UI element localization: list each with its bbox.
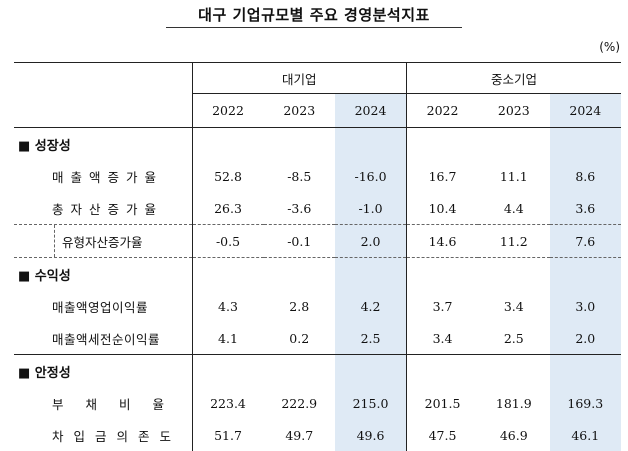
group-header-large: 대기업 bbox=[192, 62, 408, 94]
table-row-sub: 유형자산증가율 -0.5 -0.1 2.0 14.6 11.2 7.6 bbox=[14, 224, 622, 258]
year-header: 2023 bbox=[263, 93, 335, 128]
indicator-table: 대기업 중소기업 2022 2023 2024 2022 2023 2024 ■… bbox=[14, 62, 622, 451]
row-label: 매출액영업이익률 bbox=[14, 290, 193, 322]
group-header-row: 대기업 중소기업 bbox=[14, 62, 622, 94]
value-cell: 3.4 bbox=[406, 322, 479, 355]
value-cell: -0.1 bbox=[263, 224, 335, 258]
table-title: 대구 기업규모별 주요 경영분석지표 bbox=[198, 6, 430, 24]
table-row: 차입금의존도 51.7 49.7 49.6 47.5 46.9 46.1 bbox=[14, 419, 622, 451]
table-row: 총자산증가율 26.3 -3.6 -1.0 10.4 4.4 3.6 bbox=[14, 192, 622, 225]
value-cell: 3.6 bbox=[549, 192, 622, 225]
value-cell: 3.4 bbox=[503, 298, 524, 314]
value-cell: -3.6 bbox=[287, 200, 312, 216]
value-cell: 16.7 bbox=[428, 168, 457, 184]
value-cell: -1.0 bbox=[335, 192, 408, 225]
section-row-stability: ■ 안정성 bbox=[14, 354, 622, 387]
value-cell: 2.5 bbox=[335, 322, 408, 355]
value-cell: 215.0 bbox=[335, 387, 408, 419]
row-label: 차입금의존도 bbox=[14, 419, 193, 451]
value-cell: -16.0 bbox=[335, 160, 408, 192]
value-cell: 10.4 bbox=[428, 200, 457, 216]
row-label: 총자산증가율 bbox=[14, 192, 193, 225]
value-cell: 47.5 bbox=[428, 427, 457, 443]
year-header: 2022 bbox=[192, 93, 264, 128]
title-underline bbox=[166, 27, 462, 28]
corner-cell-2 bbox=[14, 93, 193, 128]
value-cell: 169.3 bbox=[549, 387, 622, 419]
year-header: 2024 bbox=[549, 93, 622, 128]
year-header: 2022 bbox=[406, 93, 479, 128]
value-cell: 4.4 bbox=[503, 200, 524, 216]
value-cell: 2.5 bbox=[478, 322, 550, 355]
group-header-sme: 중소기업 bbox=[406, 62, 622, 94]
value-cell: 49.7 bbox=[285, 427, 314, 443]
value-cell: 181.9 bbox=[495, 395, 532, 411]
value-cell: -8.5 bbox=[287, 168, 312, 184]
section-row-growth: ■ 성장성 bbox=[14, 127, 622, 160]
table-row: 부채비율 223.4 222.9 215.0 201.5 181.9 169.3 bbox=[14, 387, 622, 419]
row-label-text: 유형자산증가율 bbox=[62, 234, 143, 250]
value-cell: 223.4 bbox=[210, 395, 246, 411]
value-cell: 11.2 bbox=[478, 224, 550, 258]
sub-row-bracket bbox=[54, 225, 55, 257]
table-row: 매출액영업이익률 4.3 2.8 4.2 3.7 3.4 3.0 bbox=[14, 290, 622, 322]
section-label: ■ 수익성 bbox=[14, 257, 193, 290]
value-cell: 46.9 bbox=[499, 427, 528, 443]
value-cell: 3.0 bbox=[549, 290, 622, 322]
value-cell: 4.2 bbox=[335, 290, 408, 322]
section-label: ■ 성장성 bbox=[14, 127, 193, 160]
value-cell: 2.8 bbox=[289, 298, 310, 314]
section-row-profitability: ■ 수익성 bbox=[14, 257, 622, 290]
value-cell: 49.6 bbox=[335, 419, 408, 451]
value-cell: 2.0 bbox=[335, 224, 408, 258]
row-label: 매출액증가율 bbox=[14, 160, 193, 192]
value-cell: 4.3 bbox=[218, 298, 238, 314]
value-cell: 11.1 bbox=[499, 168, 528, 184]
year-header: 2023 bbox=[478, 93, 550, 128]
table-row: 매출액증가율 52.8 -8.5 -16.0 16.7 11.1 8.6 bbox=[14, 160, 622, 192]
value-cell: 222.9 bbox=[281, 395, 318, 411]
value-cell: 8.6 bbox=[549, 160, 622, 192]
value-cell: 2.0 bbox=[549, 322, 622, 355]
table-row: 매출액세전순이익률 4.1 0.2 2.5 3.4 2.5 2.0 bbox=[14, 322, 622, 355]
year-header: 2024 bbox=[335, 93, 408, 128]
value-cell: -0.5 bbox=[192, 224, 264, 258]
value-cell: 14.6 bbox=[406, 224, 479, 258]
corner-cell bbox=[14, 62, 193, 94]
value-cell: 4.1 bbox=[192, 322, 264, 355]
value-cell: 52.8 bbox=[214, 168, 242, 184]
row-label: 유형자산증가율 bbox=[14, 224, 193, 258]
value-cell: 46.1 bbox=[549, 419, 622, 451]
unit-label: (%) bbox=[599, 40, 620, 54]
year-header-row: 2022 2023 2024 2022 2023 2024 bbox=[14, 93, 622, 128]
row-label: 부채비율 bbox=[14, 387, 193, 419]
value-cell: 201.5 bbox=[424, 395, 461, 411]
value-cell: 7.6 bbox=[549, 224, 622, 258]
section-label: ■ 안정성 bbox=[14, 354, 193, 387]
value-cell: 26.3 bbox=[214, 200, 242, 216]
value-cell: 0.2 bbox=[263, 322, 335, 355]
value-cell: 3.7 bbox=[432, 298, 453, 314]
row-label: 매출액세전순이익률 bbox=[14, 322, 193, 355]
value-cell: 51.7 bbox=[214, 427, 242, 443]
